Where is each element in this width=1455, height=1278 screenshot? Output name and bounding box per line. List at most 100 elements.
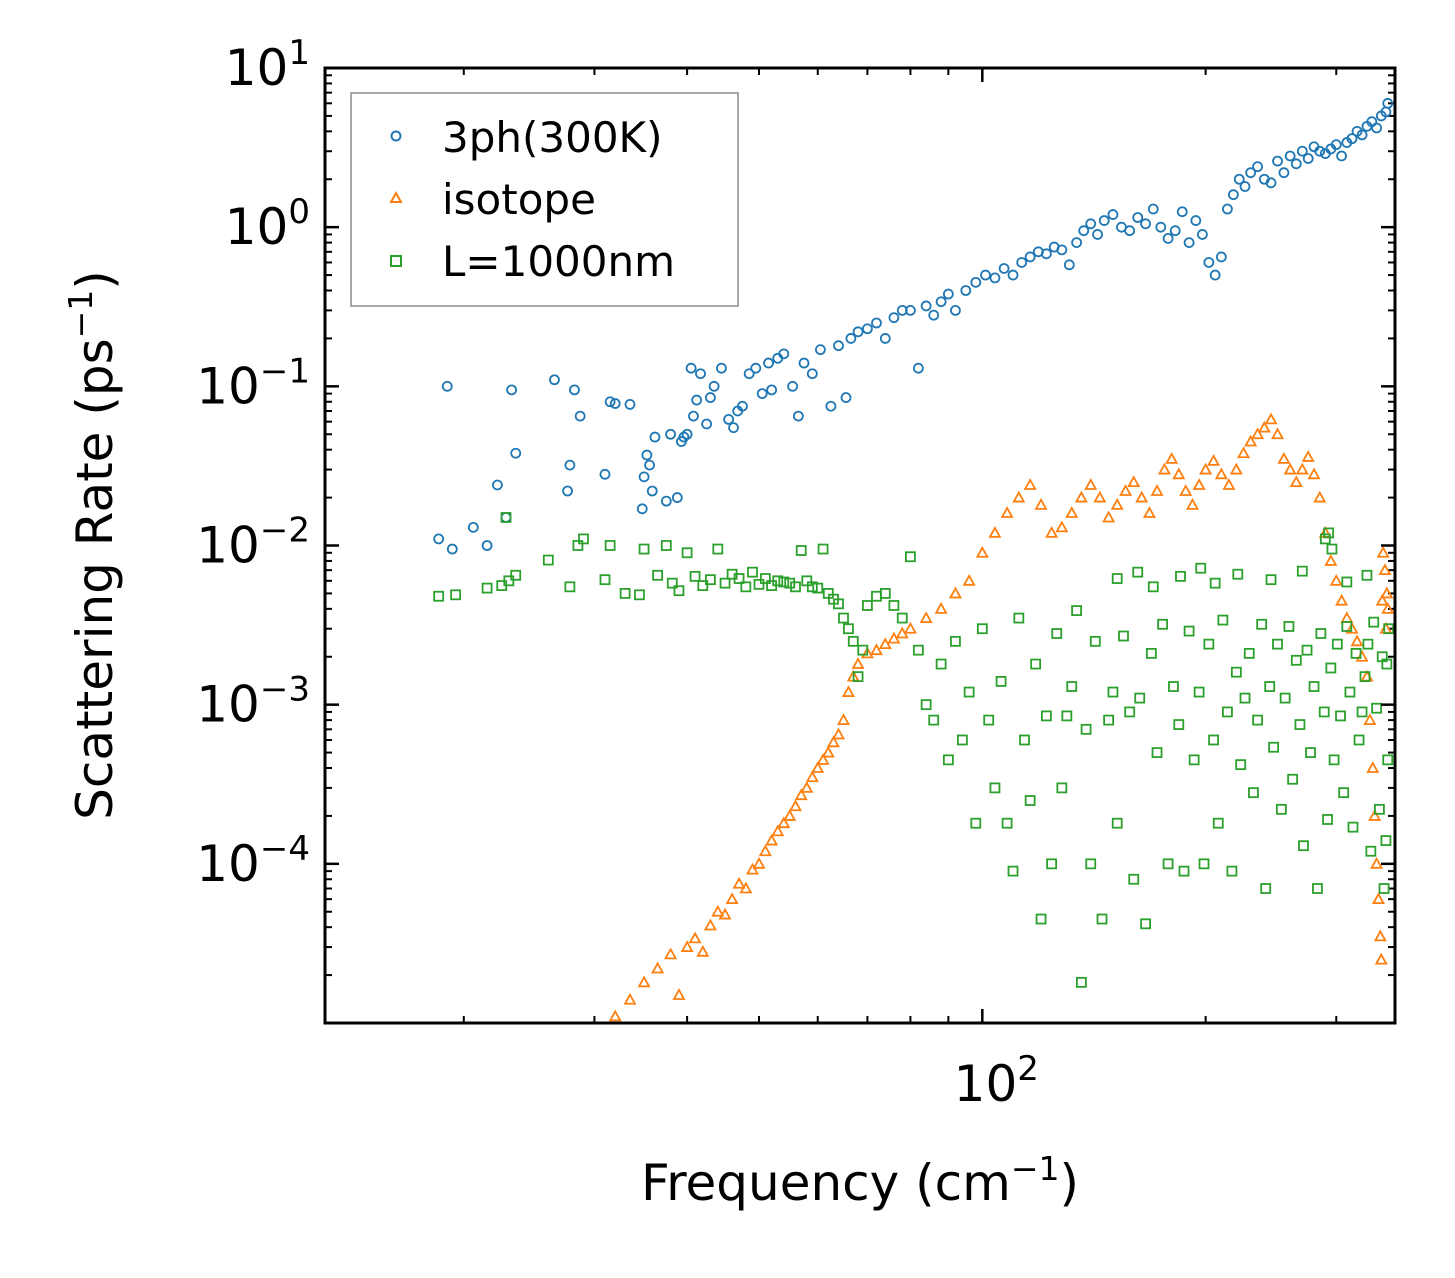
point-l1000nm <box>888 600 900 611</box>
point-l1000nm <box>896 612 908 624</box>
point-l1000nm <box>1030 658 1042 670</box>
point-l1000nm <box>1217 614 1229 626</box>
point-3ph <box>688 410 699 422</box>
point-l1000nm <box>1212 817 1224 829</box>
point-isotope <box>711 904 725 917</box>
point-l1000nm <box>905 551 916 563</box>
point-3ph <box>1107 209 1119 220</box>
point-3ph <box>641 449 653 461</box>
point-l1000nm <box>1001 817 1013 829</box>
point-isotope <box>1378 563 1392 576</box>
point-3ph <box>441 380 453 392</box>
legend-label-3ph: 3ph(300K) <box>442 113 662 162</box>
point-l1000nm <box>1145 647 1157 659</box>
point-l1000nm <box>857 644 869 656</box>
point-3ph <box>636 503 648 515</box>
point-l1000nm <box>1075 976 1087 988</box>
point-isotope <box>1214 467 1228 480</box>
point-l1000nm <box>1188 754 1200 766</box>
legend-item-isotope: isotope <box>389 175 596 224</box>
point-3ph <box>671 492 683 503</box>
point-l1000nm <box>852 671 864 683</box>
point-3ph <box>905 304 916 316</box>
point-isotope <box>962 573 976 586</box>
point-3ph <box>1302 153 1314 164</box>
point-3ph <box>481 540 493 551</box>
point-3ph <box>920 300 932 312</box>
point-isotope <box>860 646 874 659</box>
point-l1000nm <box>542 554 554 566</box>
point-isotope <box>988 526 1002 538</box>
point-3ph <box>467 521 479 533</box>
point-l1000nm <box>1209 577 1221 589</box>
point-3ph <box>599 468 611 480</box>
point-l1000nm <box>1283 621 1295 632</box>
point-isotope <box>1277 452 1291 464</box>
point-isotope <box>1110 498 1124 510</box>
point-isotope <box>1165 452 1179 464</box>
point-3ph <box>624 399 636 410</box>
point-isotope <box>703 918 717 931</box>
point-l1000nm <box>1275 803 1287 815</box>
point-l1000nm <box>1239 692 1251 704</box>
point-l1000nm <box>1085 858 1097 870</box>
point-l1000nm <box>564 581 576 593</box>
point-l1000nm <box>1368 616 1380 628</box>
y-tick-label-base: 10 <box>225 198 289 256</box>
point-3ph <box>1147 203 1159 215</box>
point-3ph <box>685 362 697 374</box>
point-3ph <box>723 413 735 425</box>
point-l1000nm <box>1071 605 1083 616</box>
point-l1000nm <box>1111 817 1123 829</box>
point-l1000nm <box>1007 865 1019 877</box>
point-isotope <box>878 637 892 650</box>
point-isotope <box>934 601 948 614</box>
series-square <box>433 512 1395 988</box>
point-l1000nm <box>673 585 685 597</box>
point-isotope <box>1222 478 1236 490</box>
point-3ph <box>888 312 900 324</box>
point-l1000nm <box>778 576 790 588</box>
point-3ph <box>942 288 954 300</box>
point-isotope <box>1373 929 1387 942</box>
point-l1000nm <box>1347 821 1359 833</box>
point-l1000nm <box>1328 754 1340 766</box>
point-isotope <box>1055 520 1069 533</box>
point-isotope <box>1329 573 1343 586</box>
point-3ph <box>756 388 768 400</box>
point-l1000nm <box>1151 747 1163 758</box>
point-l1000nm <box>1134 692 1146 704</box>
point-l1000nm <box>970 817 982 829</box>
point-3ph <box>815 344 826 356</box>
point-l1000nm <box>1296 565 1308 577</box>
point-l1000nm <box>976 623 988 635</box>
point-isotope <box>919 611 933 623</box>
point-l1000nm <box>833 598 844 610</box>
point-l1000nm <box>1331 638 1343 650</box>
point-l1000nm <box>1248 787 1259 799</box>
point-l1000nm <box>1168 681 1179 692</box>
point-isotope <box>1355 649 1369 662</box>
point-l1000nm <box>747 566 758 578</box>
y-tick-label: 10−3 <box>196 670 310 734</box>
point-l1000nm <box>989 782 1001 794</box>
point-l1000nm <box>1374 803 1385 815</box>
point-3ph <box>989 272 1001 284</box>
point-isotope <box>851 657 865 669</box>
point-l1000nm <box>1066 681 1078 692</box>
point-3ph <box>825 400 837 412</box>
point-3ph <box>1296 145 1308 157</box>
point-l1000nm <box>1147 581 1159 593</box>
point-l1000nm <box>712 543 724 555</box>
point-isotope <box>1307 467 1321 480</box>
y-tick-label-exp: −4 <box>260 829 310 869</box>
point-l1000nm <box>1195 562 1207 574</box>
point-3ph <box>1222 203 1233 215</box>
point-isotope <box>1366 761 1380 773</box>
point-isotope <box>1251 427 1265 440</box>
point-l1000nm <box>1287 773 1299 785</box>
data-points <box>433 97 1395 1022</box>
point-l1000nm <box>920 699 932 711</box>
point-3ph <box>1330 139 1342 151</box>
point-isotope <box>718 907 732 920</box>
